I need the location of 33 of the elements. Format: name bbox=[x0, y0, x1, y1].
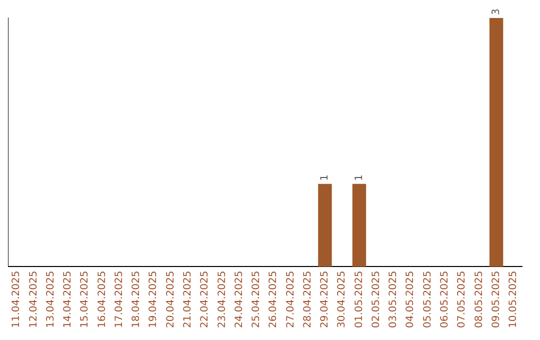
x-tick-label: 09.05.2025 bbox=[490, 270, 502, 328]
x-tick-label: 19.04.2025 bbox=[148, 270, 160, 328]
x-tick-label: 25.04.2025 bbox=[251, 270, 262, 328]
x-tick-label: 21.04.2025 bbox=[182, 270, 194, 328]
data-label: 1 bbox=[320, 174, 331, 181]
x-tick-label: 26.04.2025 bbox=[268, 270, 280, 328]
x-tick-label: 16.04.2025 bbox=[96, 270, 108, 328]
x-tick-label: 29.04.2025 bbox=[320, 270, 331, 328]
x-tick-label: 23.04.2025 bbox=[216, 270, 228, 328]
x-tick-label: 14.04.2025 bbox=[62, 270, 74, 328]
x-tick-label: 27.04.2025 bbox=[285, 270, 296, 328]
x-tick-label: 17.04.2025 bbox=[114, 270, 125, 328]
x-tick-label: 22.04.2025 bbox=[200, 270, 211, 328]
x-tick-label: 10.05.2025 bbox=[508, 270, 520, 328]
x-tick-label: 30.04.2025 bbox=[336, 270, 348, 328]
x-tick-label: 04.05.2025 bbox=[405, 270, 416, 328]
x-tick-label: 12.04.2025 bbox=[28, 270, 40, 328]
x-tick-label: 06.05.2025 bbox=[439, 270, 450, 328]
x-tick-label: 28.04.2025 bbox=[302, 270, 314, 328]
x-tick-label: 11.04.2025 bbox=[11, 270, 22, 328]
x-tick-label: 01.05.2025 bbox=[354, 270, 365, 328]
x-tick-label: 08.05.2025 bbox=[474, 270, 485, 328]
x-tick-label: 20.04.2025 bbox=[165, 270, 176, 328]
x-tick-label: 03.05.2025 bbox=[388, 270, 400, 328]
x-tick-label: 15.04.2025 bbox=[80, 270, 91, 328]
x-tick-label: 05.05.2025 bbox=[422, 270, 434, 328]
x-tick-label: 24.04.2025 bbox=[234, 270, 245, 328]
x-tick-label: 07.05.2025 bbox=[456, 270, 468, 328]
data-label: 1 bbox=[354, 174, 365, 181]
x-tick-label: 18.04.2025 bbox=[131, 270, 142, 328]
data-label: 3 bbox=[490, 8, 502, 15]
x-tick-label: 13.04.2025 bbox=[45, 270, 56, 328]
x-tick-label: 02.05.2025 bbox=[370, 270, 382, 328]
